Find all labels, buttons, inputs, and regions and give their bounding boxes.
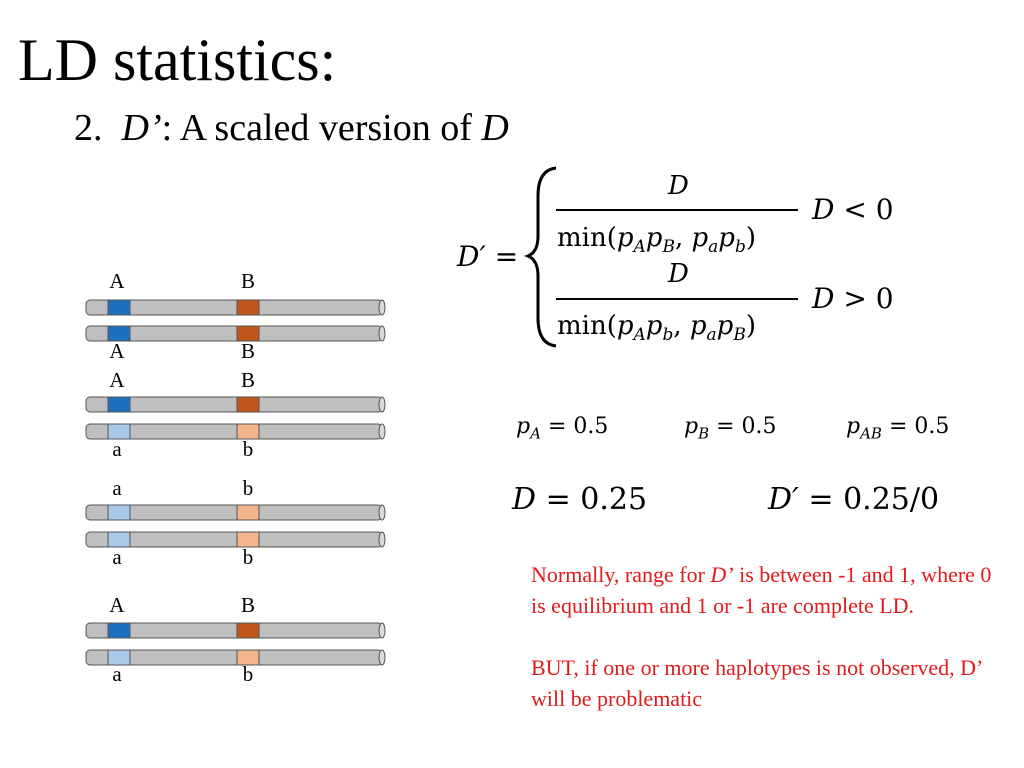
chromosome-bar <box>85 325 383 342</box>
allele-label-2-top-1: A <box>109 368 125 392</box>
allele-label-3-bottom-2: b <box>242 545 254 569</box>
allele-label-3-top-1: a <box>112 476 122 500</box>
chromosome-bar <box>85 531 383 548</box>
chromosome-bar <box>85 504 383 521</box>
allele-locus-2 <box>236 299 260 316</box>
allele-label-3-top-2: b <box>242 476 254 500</box>
chromosome-bar <box>85 396 383 413</box>
allele-locus-1 <box>107 504 131 521</box>
allele-label-4-bottom-1: a <box>112 662 122 686</box>
allele-locus-2 <box>236 396 260 413</box>
chromosome-3-top <box>85 504 386 521</box>
allele-label-1-bottom-2: B <box>240 339 255 363</box>
freq-pAB: pAB = 0.5 <box>846 414 950 443</box>
chromosome-bar <box>85 423 383 440</box>
formula-brace <box>523 166 557 348</box>
chromosome-4-top <box>85 622 386 639</box>
allele-locus-2 <box>236 504 260 521</box>
subtitle-var: D <box>481 107 509 149</box>
note-paragraph-2: BUT, if one or more haplotypes is not ob… <box>531 655 982 711</box>
allele-label-2-top-2: B <box>240 368 255 392</box>
chromosome-1-bottom <box>85 325 386 342</box>
case2-condition: D > 0 <box>811 282 894 315</box>
allele-locus-1 <box>107 396 131 413</box>
chromosome-end-cap <box>378 396 386 413</box>
allele-locus-2 <box>236 622 260 639</box>
note-box: Normally, range for D’ is between -1 and… <box>531 559 1001 714</box>
case1-denominator: min(pApB, papb) <box>557 223 756 257</box>
formula-lhs: D′ = <box>456 240 518 273</box>
subtitle-number: 2. <box>74 107 103 149</box>
chromosome-3-bottom <box>85 531 386 548</box>
slide-title: LD statistics: <box>18 27 337 93</box>
result-D: D = 0.25 <box>512 482 648 517</box>
note-paragraph-1: Normally, range for D’ is between -1 and… <box>531 562 992 618</box>
allele-label-2-bottom-1: a <box>112 437 122 461</box>
allele-label-3-bottom-1: a <box>112 545 122 569</box>
chromosome-1-top <box>85 299 386 316</box>
chromosome-bar <box>85 299 383 316</box>
chromosome-end-cap <box>378 423 386 440</box>
allele-label-4-top-1: A <box>109 593 125 617</box>
subtitle-text: : A scaled version of <box>161 107 482 149</box>
chromosome-end-cap <box>378 325 386 342</box>
chromosome-bar <box>85 622 383 639</box>
allele-label-2-bottom-2: b <box>242 437 254 461</box>
allele-label-1-bottom-1: A <box>109 339 125 363</box>
allele-label-4-top-2: B <box>240 593 255 617</box>
chromosome-2-bottom <box>85 423 386 440</box>
allele-locus-1 <box>107 622 131 639</box>
allele-locus-1 <box>107 299 131 316</box>
case1-condition: D < 0 <box>811 193 894 226</box>
case2-numerator: D <box>667 259 689 289</box>
allele-label-4-bottom-2: b <box>242 662 254 686</box>
slide-subtitle: 2. D’: A scaled version of D <box>74 106 509 150</box>
freq-pA: pA = 0.5 <box>516 414 609 443</box>
case1-numerator: D <box>667 171 689 201</box>
allele-label-1-top-2: B <box>240 269 255 293</box>
chromosome-end-cap <box>378 299 386 316</box>
chromosome-end-cap <box>378 531 386 548</box>
freq-pB: pB = 0.5 <box>684 414 777 443</box>
case2-denominator: min(pApb, papB) <box>557 311 756 345</box>
chromosome-end-cap <box>378 622 386 639</box>
chromosome-2-top <box>85 396 386 413</box>
result-Dprime: D′ = 0.25/0 <box>768 482 940 517</box>
subtitle-term: D’ <box>121 107 162 149</box>
chromosome-end-cap <box>378 504 386 521</box>
allele-label-1-top-1: A <box>109 269 125 293</box>
chromosome-end-cap <box>378 649 386 666</box>
